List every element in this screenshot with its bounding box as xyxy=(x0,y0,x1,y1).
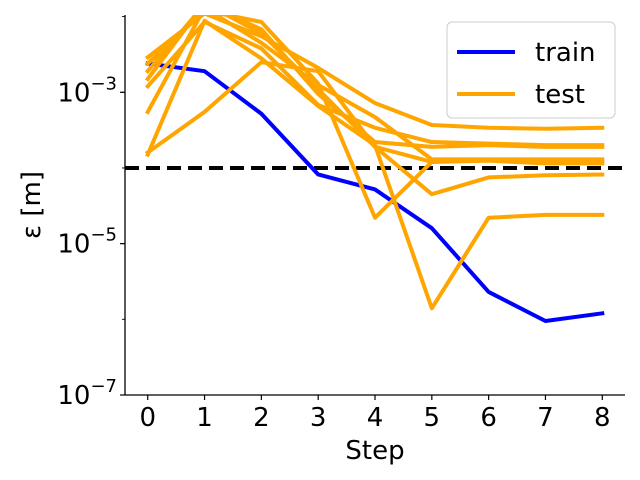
series-line-test-6 xyxy=(145,18,605,311)
x-tick-label: 7 xyxy=(537,403,554,433)
y-tick-label: 10−3 xyxy=(57,73,117,108)
y-tick-label: 10−7 xyxy=(57,376,117,411)
y-tick-label: 10−5 xyxy=(57,225,117,260)
series-layer xyxy=(125,15,625,324)
legend-label-train: train xyxy=(535,38,596,68)
legend: train test xyxy=(446,21,616,119)
series-line-train-0 xyxy=(145,61,605,324)
x-tick-label: 2 xyxy=(253,403,270,433)
y-axis-label: ε [m] xyxy=(17,171,47,239)
x-tick-label: 5 xyxy=(424,403,441,433)
legend-label-test: test xyxy=(535,80,585,110)
series-line-test-8 xyxy=(144,15,605,149)
x-tick-label: 4 xyxy=(367,403,384,433)
x-tick-label: 6 xyxy=(480,403,497,433)
series-line-test-7 xyxy=(145,15,605,162)
x-tick-label: 1 xyxy=(196,403,213,433)
x-axis-label: Step xyxy=(345,436,404,466)
x-tick-label: 0 xyxy=(139,403,156,433)
legend-box xyxy=(446,21,616,119)
x-tick-label: 8 xyxy=(594,403,611,433)
axes-layer: 0 1 2 3 4 5 6 7 8 10−7 10−5 10−3 xyxy=(57,15,625,433)
x-tick-label: 3 xyxy=(310,403,327,433)
